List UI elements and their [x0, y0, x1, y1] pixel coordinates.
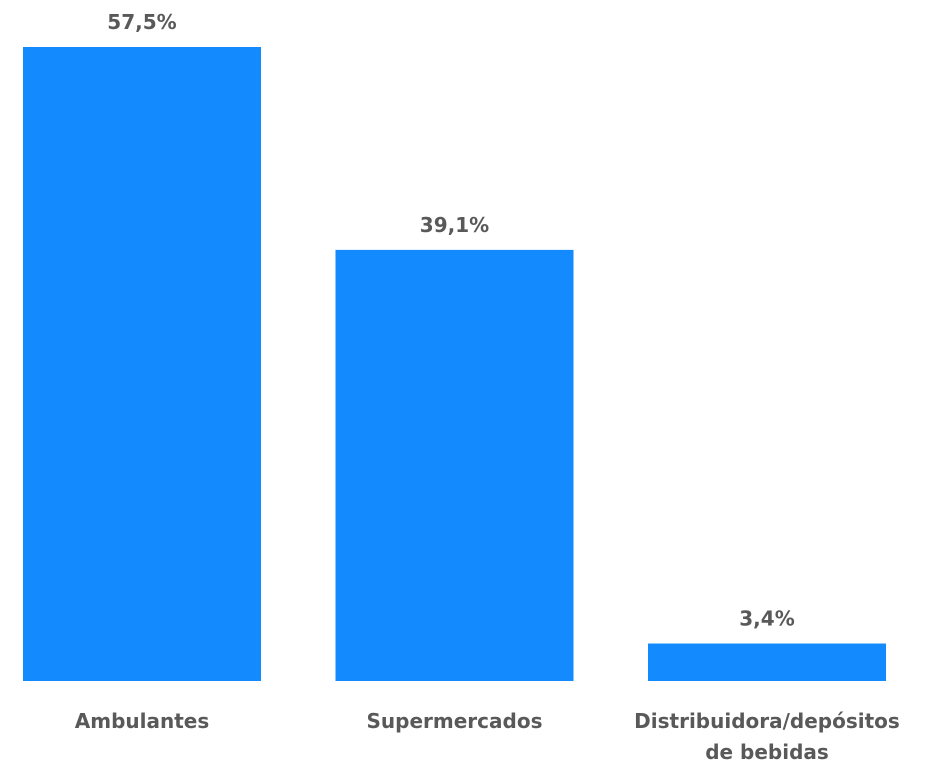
- category-label-line: de bebidas: [705, 740, 829, 764]
- category-label-line: Ambulantes: [75, 709, 210, 733]
- category-labels-group: Ambulantes Supermercados Distribuidora/dep…: [75, 709, 900, 764]
- value-label-3: 3,4%: [739, 607, 794, 631]
- bar-1: [23, 47, 261, 681]
- category-label-line: Distribuidora/depósitos: [634, 709, 900, 733]
- value-labels-group: 57,5% 39,1% 3,4%: [107, 10, 794, 631]
- category-label-2: Supermercados: [367, 709, 543, 733]
- bar-2: [335, 249, 574, 681]
- value-label-2: 39,1%: [420, 213, 489, 237]
- category-label-1: Ambulantes: [75, 709, 210, 733]
- value-label-1: 57,5%: [107, 10, 176, 34]
- bars-group: [23, 47, 886, 681]
- category-label-3: Distribuidora/depósitos de bebidas: [634, 709, 900, 764]
- category-label-line: Supermercados: [367, 709, 543, 733]
- bar-3: [648, 643, 886, 681]
